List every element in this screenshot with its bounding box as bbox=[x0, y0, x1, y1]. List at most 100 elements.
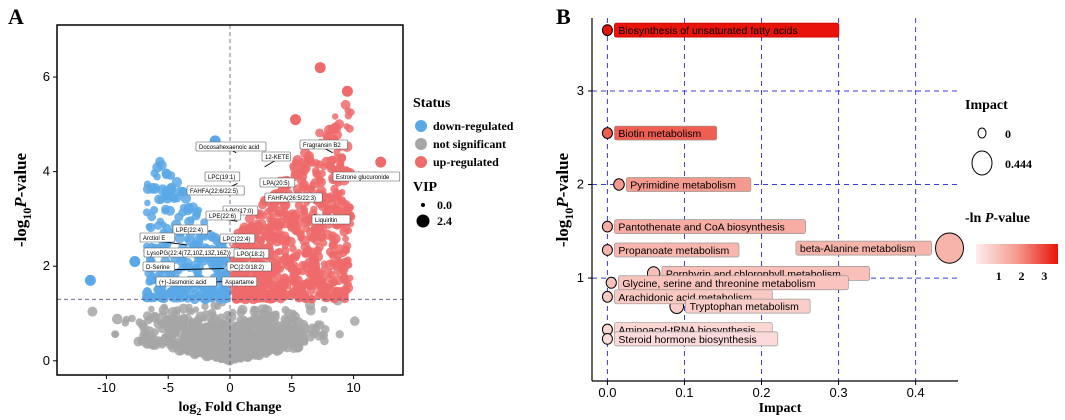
volcano-point bbox=[146, 183, 158, 194]
volcano-point bbox=[307, 185, 315, 193]
volcano-point bbox=[153, 221, 163, 230]
annotation-box bbox=[142, 261, 175, 272]
volcano-point bbox=[184, 262, 192, 270]
annotation-box bbox=[219, 233, 256, 244]
annotation-box bbox=[261, 151, 291, 162]
volcano-point bbox=[137, 337, 146, 346]
volcano-point bbox=[193, 210, 201, 218]
annotation-box bbox=[226, 261, 272, 272]
volcano-plot: Docosahexaenoic acid 12-KETE Fragransin B2… bbox=[43, 24, 404, 395]
pathway-label: Biotin metabolism bbox=[618, 128, 701, 140]
volcano-point bbox=[249, 337, 258, 346]
volcano-point bbox=[335, 330, 344, 339]
volcano-point bbox=[298, 158, 308, 168]
annotation-box bbox=[205, 210, 242, 221]
volcano-point bbox=[163, 333, 171, 341]
y-tick-label: 3 bbox=[577, 83, 584, 98]
impact-legend-title: Impact bbox=[965, 98, 1008, 113]
volcano-point bbox=[148, 305, 155, 313]
volcano-point bbox=[292, 220, 300, 228]
pathway-bubble bbox=[605, 276, 617, 289]
annotation-label: LPE(22:6) bbox=[209, 214, 236, 220]
volcano-point bbox=[204, 323, 214, 334]
volcano-point bbox=[214, 292, 224, 302]
pathway-label-box bbox=[625, 177, 752, 192]
volcano-point bbox=[158, 304, 169, 316]
annotation-box bbox=[264, 192, 323, 203]
y-tick-label: 0 bbox=[43, 353, 50, 368]
volcano-point bbox=[308, 160, 316, 167]
annotation-label: LysoPG(22:4(7Z,10Z,13Z,16Z)) bbox=[147, 251, 231, 257]
volcano-point bbox=[201, 302, 209, 311]
volcano-point bbox=[220, 334, 228, 342]
x-tick-label: 0.2 bbox=[752, 385, 770, 400]
annotation-box bbox=[195, 141, 267, 152]
volcano-point bbox=[137, 319, 148, 330]
volcano-point bbox=[249, 242, 257, 250]
volcano-point bbox=[249, 290, 257, 298]
volcano-annotations: Docosahexaenoic acid 12-KETE Fragransin B2… bbox=[139, 139, 401, 287]
volcano-point bbox=[187, 216, 195, 224]
colorbar bbox=[976, 244, 1058, 264]
volcano-point bbox=[279, 290, 287, 298]
volcano-point bbox=[164, 324, 171, 331]
pathway-label: Pyrimidine metabolism bbox=[630, 180, 736, 192]
volcano-point bbox=[298, 319, 309, 330]
impact-small-label: 0 bbox=[1005, 127, 1011, 141]
y-tick-label: 4 bbox=[43, 164, 50, 179]
vip-large-label: 2.4 bbox=[437, 214, 452, 228]
annotation-box bbox=[172, 224, 209, 235]
volcano-point bbox=[340, 272, 348, 280]
volcano-point bbox=[305, 268, 316, 279]
volcano-point bbox=[326, 268, 333, 276]
volcano-point bbox=[242, 270, 251, 278]
volcano-point bbox=[325, 259, 336, 271]
volcano-point bbox=[168, 292, 179, 303]
volcano-point bbox=[274, 272, 282, 280]
volcano-point bbox=[269, 326, 277, 334]
volcano-point bbox=[295, 329, 304, 338]
volcano-point bbox=[199, 334, 210, 345]
volcano-point bbox=[211, 232, 220, 242]
volcano-point bbox=[237, 304, 248, 315]
volcano-point bbox=[237, 346, 247, 355]
annotation-label: LPE(22:4) bbox=[176, 228, 203, 234]
y-tick-label: 1 bbox=[577, 270, 584, 285]
x-tick-label: 5 bbox=[288, 380, 295, 395]
volcano-point bbox=[375, 156, 387, 168]
volcano-point bbox=[216, 319, 227, 330]
volcano-point bbox=[328, 194, 336, 202]
volcano-point bbox=[301, 249, 310, 258]
volcano-point bbox=[272, 250, 279, 257]
annotation-label: FAHFA(22:6/22:5) bbox=[190, 189, 238, 195]
colorbar-tick-label: 1 bbox=[996, 269, 1002, 283]
volcano-point bbox=[112, 313, 123, 325]
volcano-point bbox=[128, 314, 136, 323]
volcano-point bbox=[253, 235, 263, 245]
pathway-label: Tryptophan metabolism bbox=[690, 301, 800, 313]
annotation-label: Docosahexaenoic acid bbox=[199, 145, 259, 151]
volcano-point bbox=[334, 258, 345, 269]
volcano-point bbox=[87, 306, 98, 317]
x-tick-label: 0.3 bbox=[830, 385, 848, 400]
status-legend-title: Status bbox=[413, 96, 451, 111]
volcano-point bbox=[236, 294, 245, 303]
volcano-point bbox=[272, 220, 283, 231]
pathway-label-box bbox=[614, 125, 718, 141]
pathway-label-box bbox=[795, 240, 932, 256]
volcano-point bbox=[302, 329, 310, 337]
volcano-point bbox=[315, 320, 325, 330]
volcano-point bbox=[304, 257, 315, 268]
volcano-point bbox=[206, 292, 216, 302]
pathway-label: beta-Alanine metabolism bbox=[800, 243, 916, 255]
volcano-point bbox=[189, 294, 200, 305]
volcano-point bbox=[208, 337, 219, 347]
volcano-point bbox=[174, 233, 185, 244]
legend-down-swatch bbox=[415, 120, 427, 132]
volcano-point bbox=[143, 287, 152, 295]
pathway-label-box bbox=[614, 331, 779, 347]
panel-b-label: B bbox=[556, 4, 571, 29]
volcano-point bbox=[253, 347, 264, 357]
colorbar-tick-label: 2 bbox=[1019, 269, 1025, 283]
volcano-point bbox=[341, 85, 353, 97]
